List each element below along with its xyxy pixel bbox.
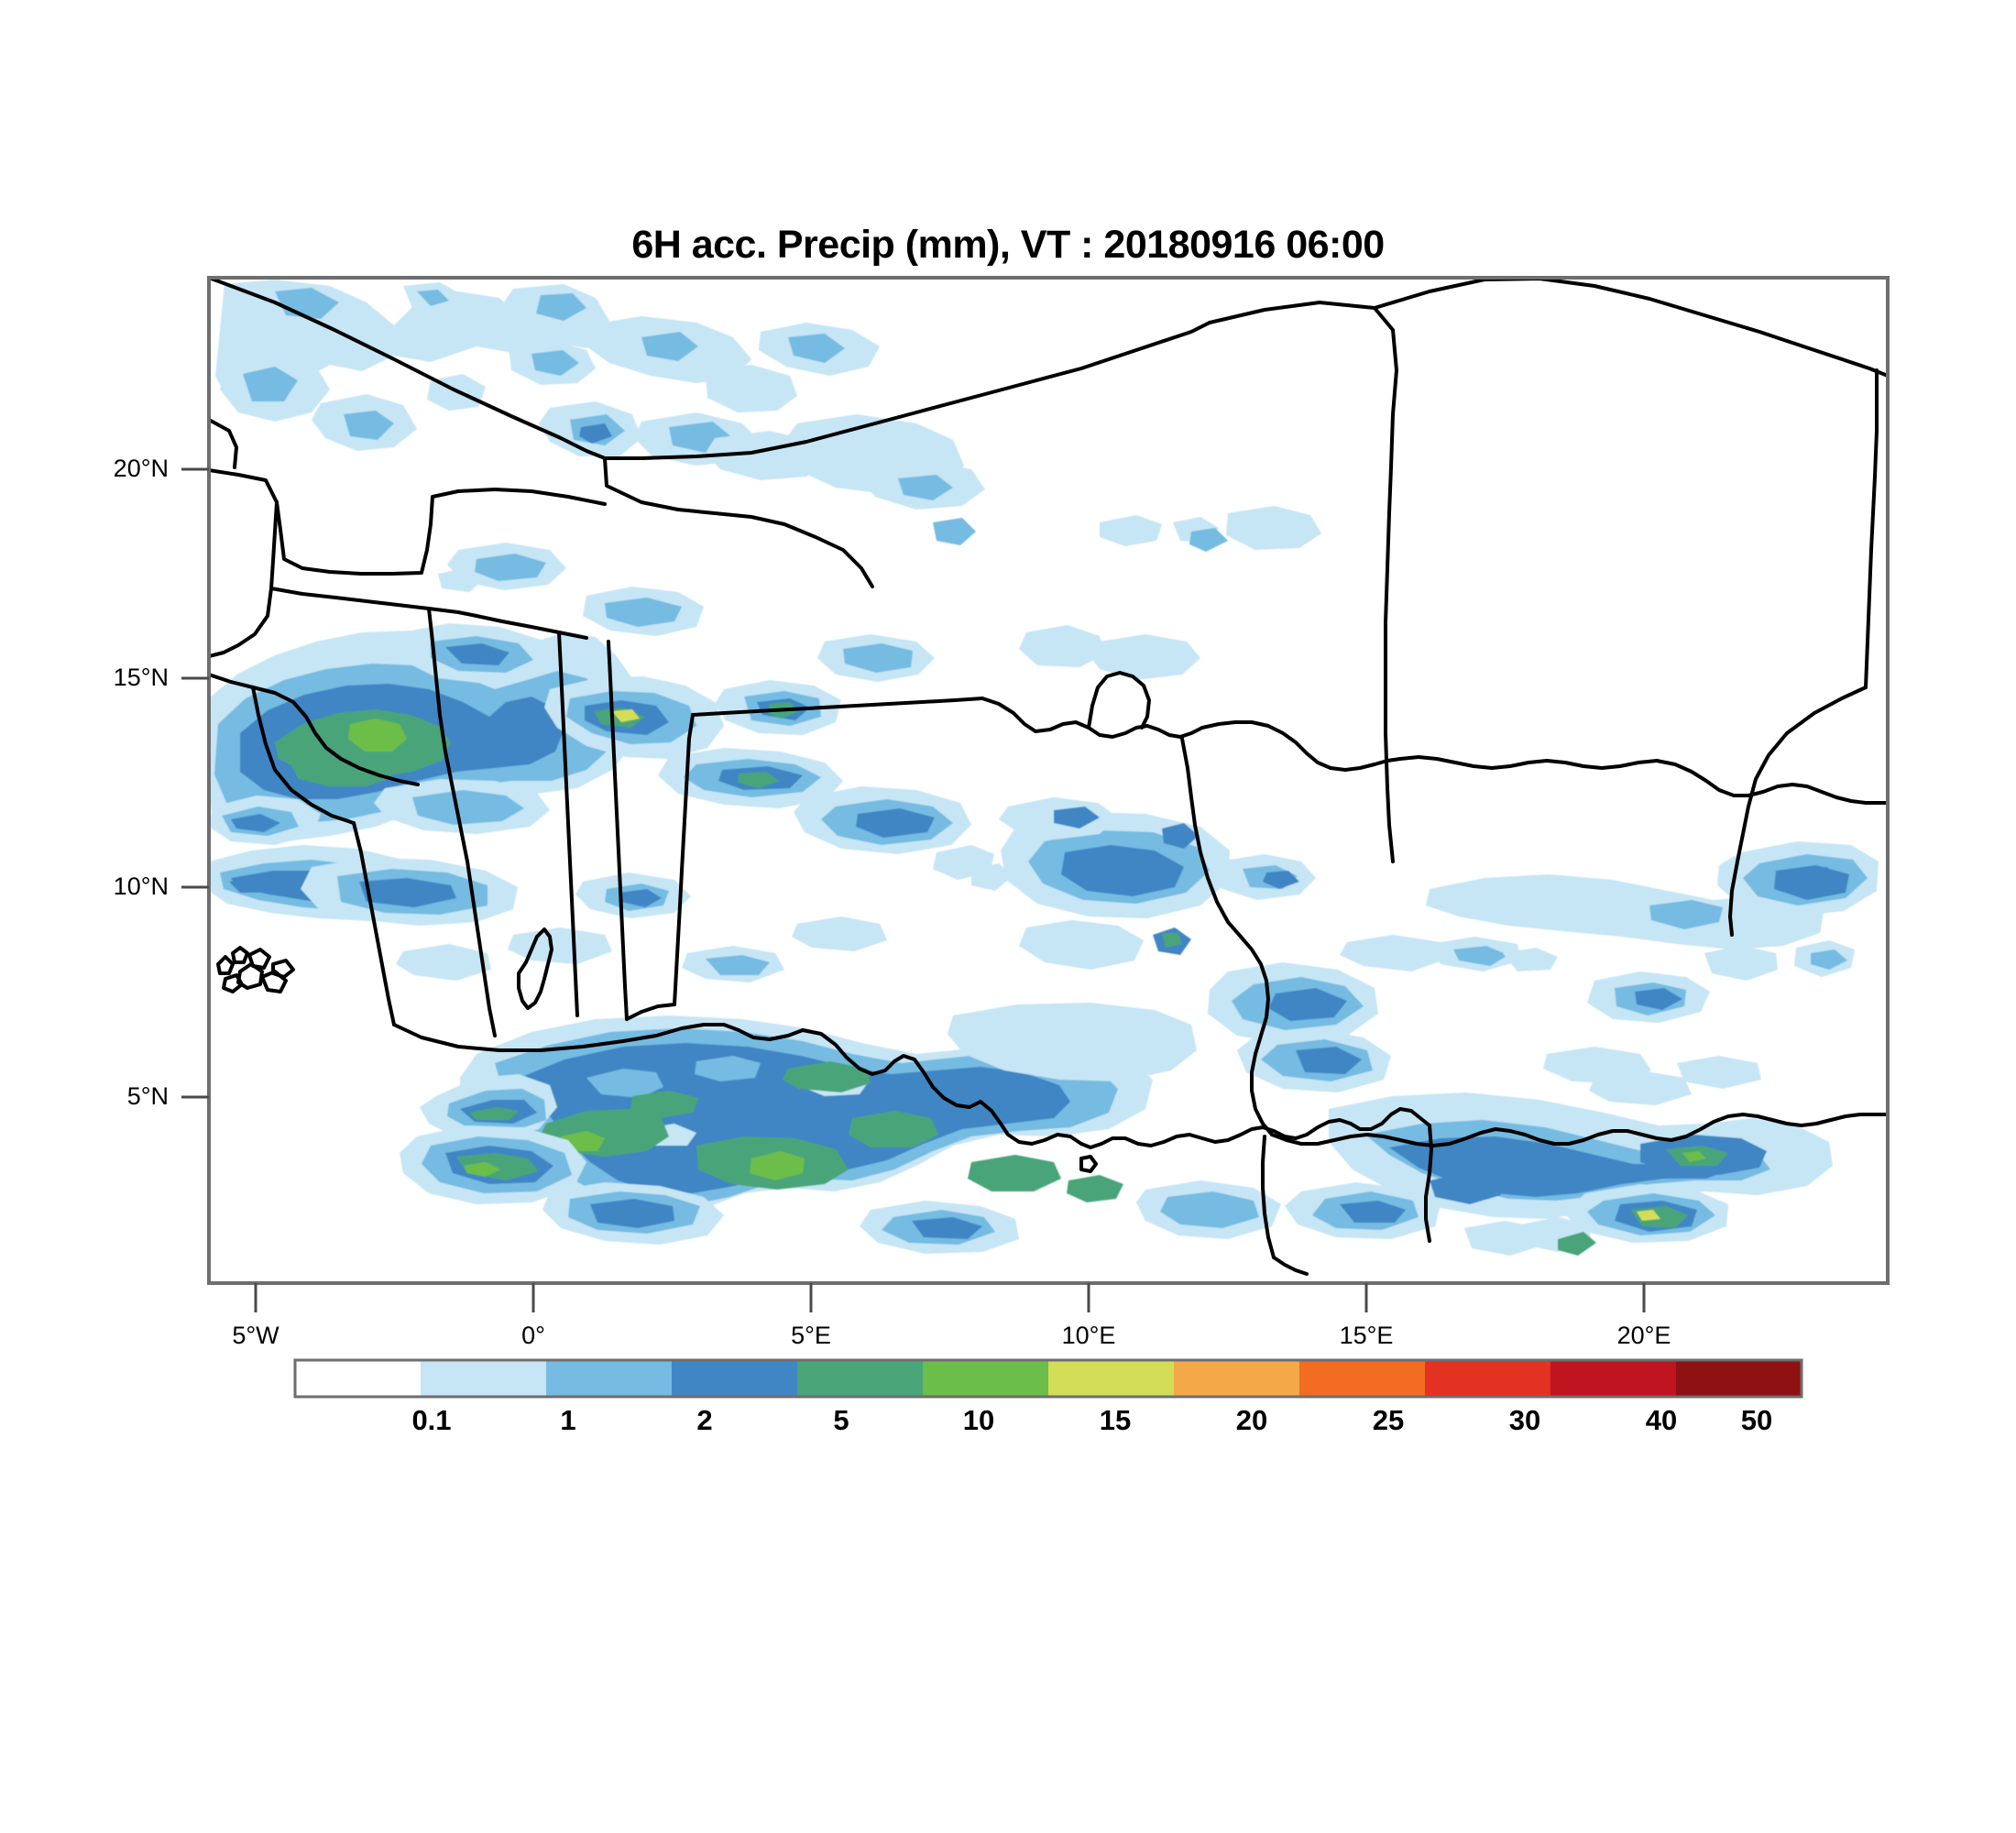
precip-region-gulf-of-guinea bbox=[400, 1003, 1197, 1254]
colorbar-tick-label: 30 bbox=[1508, 1404, 1541, 1436]
colorbar-tick-label: 40 bbox=[1645, 1404, 1678, 1436]
colorbar-swatch bbox=[1174, 1360, 1300, 1397]
colorbar-tick-label: 10 bbox=[962, 1404, 995, 1436]
colorbar-outline bbox=[293, 1358, 1803, 1399]
colorbar-tick-label: 25 bbox=[1372, 1404, 1405, 1436]
colorbar-tick-label: 0.1 bbox=[411, 1404, 452, 1436]
precip-region-nigeria bbox=[999, 797, 1391, 1092]
precip-region-senegal-mali bbox=[209, 631, 641, 926]
map-frame bbox=[207, 276, 1890, 1285]
colorbar-tick-label: 1 bbox=[560, 1404, 576, 1436]
x-tick-label-15E: 15°E bbox=[1339, 1322, 1394, 1349]
axis-ticks bbox=[181, 467, 1646, 1312]
colorbar-swatch bbox=[1299, 1360, 1426, 1397]
colorbar-tick-label: 5 bbox=[833, 1404, 849, 1436]
x-tick-label-5E: 5°E bbox=[791, 1322, 831, 1349]
colorbar-swatch bbox=[1048, 1360, 1175, 1397]
x-tick-label-20E: 20°E bbox=[1616, 1322, 1671, 1349]
colorbar-swatch bbox=[546, 1360, 673, 1397]
precip-region-misc-light bbox=[396, 873, 887, 982]
page-title: 6H acc. Precip (mm), VT : 20180916 06:00 bbox=[631, 223, 1385, 267]
colorbar-tick-label: 2 bbox=[696, 1404, 713, 1436]
precip-shading-layer bbox=[209, 280, 1879, 1256]
colorbar-swatch bbox=[295, 1360, 422, 1397]
y-tick-label-20N: 20°N bbox=[113, 455, 169, 482]
colorbar-swatch bbox=[1676, 1360, 1802, 1397]
x-tick-label-5W: 5°W bbox=[232, 1322, 279, 1349]
colorbar-swatch bbox=[421, 1360, 547, 1397]
colorbar-swatch bbox=[1550, 1360, 1677, 1397]
colorbar-swatch bbox=[672, 1360, 798, 1397]
y-tick-label-15N: 15°N bbox=[113, 664, 169, 691]
precip-region-nw-sahara bbox=[215, 280, 1321, 891]
colorbar-tick-label: 20 bbox=[1235, 1404, 1268, 1436]
coastline-border-layer bbox=[209, 278, 1888, 1276]
x-tick-label-0: 0° bbox=[521, 1322, 545, 1349]
colorbar-tick-label: 50 bbox=[1740, 1404, 1773, 1436]
colorbar-swatches bbox=[295, 1360, 1802, 1397]
precip-region-central-sahel bbox=[403, 543, 971, 854]
x-tick-label-10E: 10°E bbox=[1061, 1322, 1116, 1349]
colorbar-swatch bbox=[923, 1360, 1049, 1397]
y-tick-label-5N: 5°N bbox=[126, 1082, 169, 1110]
y-tick-label-10N: 10°N bbox=[113, 873, 169, 900]
colorbar-tick-label: 15 bbox=[1099, 1404, 1132, 1436]
colorbar-swatch bbox=[1425, 1360, 1551, 1397]
colorbar-swatch bbox=[797, 1360, 924, 1397]
colorbar[interactable] bbox=[293, 1358, 1803, 1399]
